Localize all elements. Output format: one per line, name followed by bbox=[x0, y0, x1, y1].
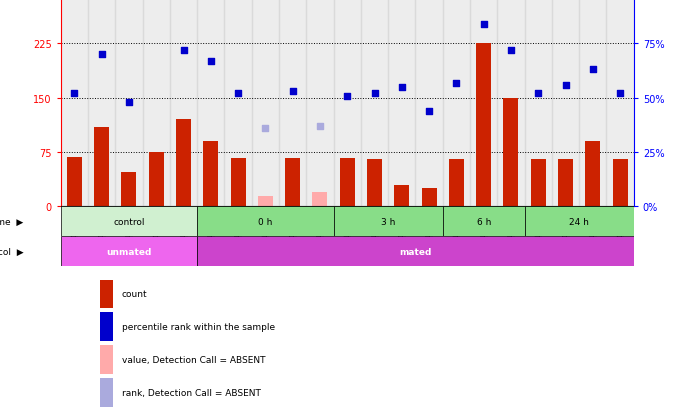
Point bbox=[314, 123, 325, 130]
Bar bbox=[334, 207, 443, 237]
Bar bbox=[558, 160, 573, 207]
Bar bbox=[388, 0, 415, 207]
Bar bbox=[170, 0, 197, 207]
Point bbox=[205, 58, 216, 65]
Bar bbox=[470, 0, 498, 207]
Bar bbox=[94, 127, 109, 207]
Bar bbox=[498, 0, 525, 207]
Text: 3 h: 3 h bbox=[381, 217, 395, 226]
Bar bbox=[449, 159, 464, 207]
Bar bbox=[443, 207, 525, 237]
Bar bbox=[252, 0, 279, 207]
Bar bbox=[225, 0, 252, 207]
Point bbox=[69, 91, 80, 97]
Bar bbox=[415, 0, 443, 207]
Point bbox=[96, 52, 107, 58]
Point bbox=[614, 91, 625, 97]
Text: percentile rank within the sample: percentile rank within the sample bbox=[121, 323, 275, 331]
Bar bbox=[203, 142, 218, 207]
Bar bbox=[530, 160, 546, 207]
Bar bbox=[306, 0, 334, 207]
Point bbox=[124, 100, 135, 106]
Text: control: control bbox=[113, 217, 144, 226]
Bar bbox=[197, 0, 225, 207]
Text: count: count bbox=[121, 290, 147, 299]
Bar bbox=[525, 0, 552, 207]
Bar bbox=[334, 0, 361, 207]
Point bbox=[260, 126, 271, 132]
Bar bbox=[367, 160, 382, 207]
Point bbox=[587, 67, 598, 74]
Bar bbox=[586, 142, 600, 207]
Bar bbox=[100, 378, 113, 407]
Text: unmated: unmated bbox=[106, 247, 151, 256]
Text: rank, Detection Call = ABSENT: rank, Detection Call = ABSENT bbox=[121, 388, 260, 397]
Text: mated: mated bbox=[399, 247, 431, 256]
Bar bbox=[197, 237, 634, 266]
Text: value, Detection Call = ABSENT: value, Detection Call = ABSENT bbox=[121, 355, 265, 364]
Bar bbox=[394, 185, 409, 207]
Bar bbox=[552, 0, 579, 207]
Bar bbox=[422, 189, 437, 207]
Bar bbox=[313, 192, 327, 207]
Bar bbox=[100, 345, 113, 374]
Bar bbox=[607, 0, 634, 207]
Bar bbox=[88, 0, 115, 207]
Text: 6 h: 6 h bbox=[477, 217, 491, 226]
Bar bbox=[100, 280, 113, 309]
Bar bbox=[67, 158, 82, 207]
Point bbox=[178, 47, 189, 54]
Text: 24 h: 24 h bbox=[570, 217, 589, 226]
Point bbox=[232, 91, 244, 97]
Point bbox=[505, 47, 517, 54]
Text: time  ▶: time ▶ bbox=[0, 217, 24, 226]
Point bbox=[369, 91, 380, 97]
Bar bbox=[197, 207, 334, 237]
Point bbox=[396, 84, 408, 91]
Bar bbox=[503, 98, 519, 207]
Point bbox=[424, 108, 435, 115]
Point bbox=[478, 21, 489, 28]
Point bbox=[287, 89, 298, 95]
Bar bbox=[258, 196, 273, 207]
Bar bbox=[100, 313, 113, 341]
Bar bbox=[142, 0, 170, 207]
Point bbox=[533, 91, 544, 97]
Bar bbox=[285, 159, 300, 207]
Point bbox=[560, 82, 571, 89]
Bar bbox=[61, 207, 197, 237]
Bar bbox=[613, 159, 628, 207]
Bar bbox=[121, 172, 136, 207]
Bar bbox=[61, 237, 197, 266]
Bar bbox=[525, 207, 634, 237]
Bar bbox=[230, 159, 246, 207]
Bar bbox=[115, 0, 142, 207]
Bar bbox=[279, 0, 306, 207]
Text: 0 h: 0 h bbox=[258, 217, 273, 226]
Point bbox=[451, 80, 462, 87]
Bar bbox=[443, 0, 470, 207]
Text: protocol  ▶: protocol ▶ bbox=[0, 247, 24, 256]
Point bbox=[342, 93, 352, 100]
Bar bbox=[61, 0, 88, 207]
Bar bbox=[149, 153, 164, 207]
Bar bbox=[476, 44, 491, 207]
Bar bbox=[176, 120, 191, 207]
Bar bbox=[361, 0, 388, 207]
Bar bbox=[340, 159, 355, 207]
Bar bbox=[579, 0, 607, 207]
